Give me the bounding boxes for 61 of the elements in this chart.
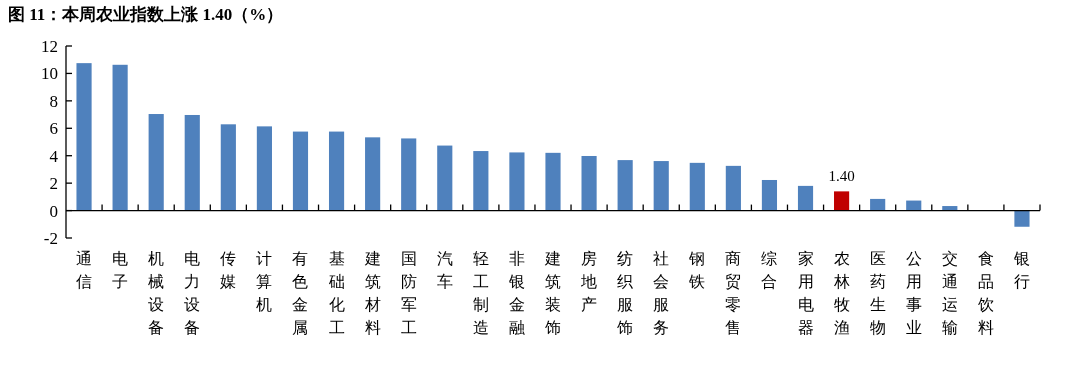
x-tick-label: 钢铁 xyxy=(688,250,706,290)
x-tick-label: 农林牧渔 xyxy=(832,250,850,336)
bar xyxy=(256,126,272,211)
bar xyxy=(797,185,814,211)
x-tick-label: 基础化工 xyxy=(327,250,345,336)
x-tick-label: 轻工制造 xyxy=(472,250,489,336)
x-tick-label: 银行 xyxy=(1012,250,1030,290)
x-tick-label: 综合 xyxy=(761,250,778,290)
bar xyxy=(328,131,345,211)
bar xyxy=(76,63,92,211)
bar xyxy=(617,160,633,211)
data-label: 1.40 xyxy=(828,168,855,185)
y-tick-label: 0 xyxy=(49,201,58,221)
bar xyxy=(437,145,453,211)
x-tick-label: 社会服务 xyxy=(653,250,670,336)
bar xyxy=(725,165,741,211)
bar xyxy=(112,64,128,211)
y-tick-label: -2 xyxy=(43,229,58,248)
bar xyxy=(1014,210,1030,227)
x-tick-label: 国防军工 xyxy=(400,250,417,336)
y-tick-label: 10 xyxy=(41,64,58,84)
x-tick-label: 电力设备 xyxy=(184,250,201,336)
bar xyxy=(834,191,850,211)
y-tick-label: 4 xyxy=(49,146,59,166)
y-tick-label: 6 xyxy=(49,119,58,139)
x-tick-label: 商贸零售 xyxy=(725,250,742,336)
chart-title: 图 11：本周农业指数上涨 1.40（%） xyxy=(8,5,284,24)
x-tick-label: 房地产 xyxy=(580,250,598,313)
bar xyxy=(545,152,561,211)
y-tick-label: 8 xyxy=(49,91,58,111)
x-tick-label: 有色金属 xyxy=(292,250,309,336)
x-tick-label: 建筑装饰 xyxy=(544,250,561,336)
x-tick-label: 公用事业 xyxy=(905,250,922,336)
x-tick-label: 食品饮料 xyxy=(976,250,994,336)
x-tick-label: 机械设备 xyxy=(148,250,165,336)
bar xyxy=(365,137,381,211)
bar xyxy=(653,161,669,211)
x-tick-label: 纺织服饰 xyxy=(616,250,634,336)
bar xyxy=(184,114,200,211)
x-tick-label: 传媒 xyxy=(220,250,237,290)
x-tick-label: 医药生物 xyxy=(869,250,886,336)
bar xyxy=(292,131,309,211)
bar xyxy=(473,151,489,211)
x-tick-label: 非银金融 xyxy=(507,250,525,336)
bar xyxy=(761,179,778,211)
bar xyxy=(581,155,597,211)
x-tick-label: 计算机 xyxy=(256,250,273,313)
x-tick-label: 家用电器 xyxy=(797,250,814,336)
bar xyxy=(689,162,705,211)
x-tick-label: 通信 xyxy=(76,250,93,290)
y-tick-label: 2 xyxy=(49,174,58,194)
bar xyxy=(509,152,525,211)
x-tick-label: 交通运输 xyxy=(941,250,958,336)
y-tick-label: 12 xyxy=(41,37,58,56)
bar xyxy=(401,138,417,211)
x-tick-label: 建筑材料 xyxy=(363,250,381,336)
bar xyxy=(148,114,164,211)
bar xyxy=(220,124,236,211)
bar xyxy=(870,198,886,211)
x-tick-label: 汽车 xyxy=(436,250,453,290)
x-tick-label: 电子 xyxy=(112,250,129,290)
